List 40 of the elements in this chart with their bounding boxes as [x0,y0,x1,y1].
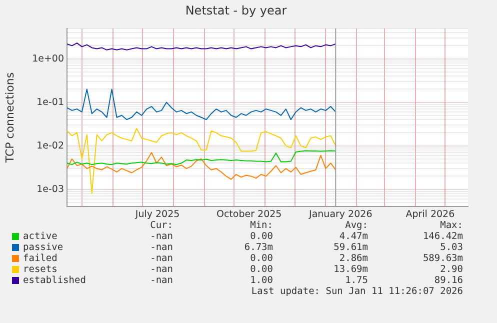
text: -nan [149,275,173,286]
legend-label: established [22,275,87,286]
text: 2.86m [338,253,368,264]
text: 1.75 [344,275,368,286]
text: 1.00 [249,275,273,286]
text: 0.00 [249,231,273,242]
legend-label: passive [22,242,64,253]
text: 2.90 [439,264,463,275]
y-tick-label: 1e-02 [36,140,64,152]
x-tick-label: April 2026 [406,208,455,220]
text: -nan [149,231,173,242]
text: Max: [439,220,463,231]
text: 589.63m [422,253,463,264]
text: 13.69m [332,264,368,275]
text: 6.73m [243,242,273,253]
legend-label: failed [22,253,58,264]
y-tick-label: 1e-01 [36,96,64,108]
text: 5.03 [439,242,463,253]
y-tick-label: 1e+00 [32,53,64,64]
text: -nan [149,264,173,275]
text: -nan [149,242,173,253]
text: 59.61m [332,242,368,253]
text: Last update: Sun Jan 11 11:26:07 2026 [250,286,463,297]
x-tick-label: October 2025 [216,208,282,220]
text: 89.16 [433,275,463,286]
text: 0.00 [249,253,273,264]
text: 0.00 [249,264,273,275]
y-axis-title: TCP connections [3,72,16,164]
legend-label: resets [22,264,58,275]
text: Min: [249,220,273,231]
text: 4.47m [338,231,368,242]
text: 146.42m [422,231,463,242]
text: -nan [149,253,173,264]
chart-title: Netstat - by year [185,3,287,18]
y-tick-label: 1e-03 [36,184,64,195]
text: Cur: [149,220,173,231]
x-tick-label: July 2025 [134,208,180,220]
legend-label: active [22,231,58,242]
text: Avg: [344,220,368,231]
x-tick-label: January 2026 [308,208,372,220]
